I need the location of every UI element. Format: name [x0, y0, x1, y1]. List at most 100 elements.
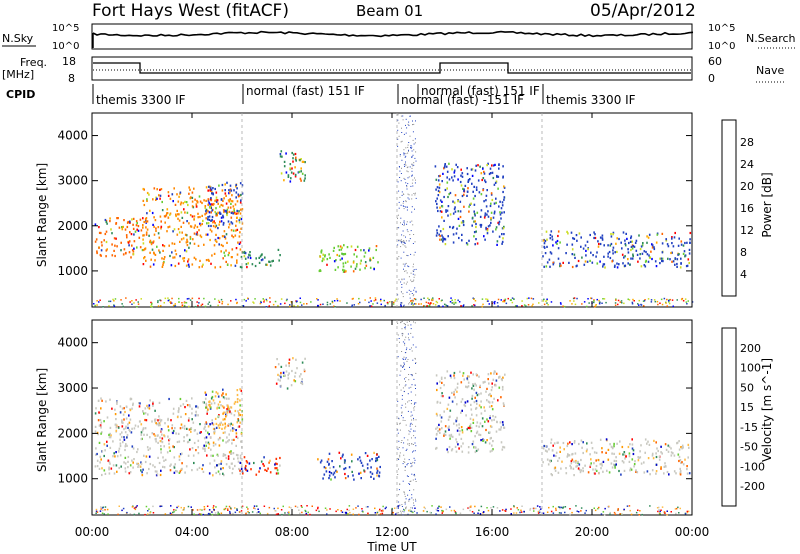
- ground-scatter-point: [189, 299, 192, 301]
- ground-scatter-point: [603, 514, 606, 516]
- scatter-point: [449, 437, 451, 440]
- scatter-point: [292, 172, 295, 175]
- scatter-point: [160, 440, 163, 443]
- ground-scatter-point: [333, 300, 336, 302]
- band-point: [404, 458, 406, 460]
- scatter-point: [225, 414, 228, 417]
- scatter-point: [333, 260, 336, 263]
- scatter-point: [191, 215, 194, 218]
- band-point: [415, 402, 417, 404]
- scatter-point: [584, 464, 586, 467]
- scatter-point: [157, 232, 160, 235]
- scatter-point: [237, 414, 240, 417]
- scatter-point: [475, 238, 477, 241]
- scatter-point: [661, 257, 664, 260]
- scatter-point: [304, 357, 306, 360]
- scatter-point: [320, 250, 322, 253]
- band-point: [406, 127, 408, 129]
- scatter-point: [573, 237, 576, 240]
- scatter-point: [562, 261, 564, 264]
- ground-scatter-point: [211, 511, 213, 513]
- scatter-point: [221, 235, 224, 238]
- scatter-point: [231, 234, 233, 237]
- scatter-point: [213, 220, 215, 223]
- band-point: [397, 119, 399, 121]
- ground-scatter-point: [564, 506, 567, 508]
- scatter-point: [486, 232, 489, 235]
- ground-scatter-point: [258, 511, 260, 513]
- scatter-point: [622, 453, 624, 456]
- ground-scatter-point: [256, 512, 258, 514]
- ground-scatter-point: [638, 304, 640, 306]
- band-point: [411, 163, 413, 165]
- scatter-point: [282, 371, 285, 374]
- scatter-point: [194, 224, 196, 227]
- scatter-point: [499, 421, 502, 424]
- scatter-point: [169, 449, 171, 452]
- scatter-point: [294, 380, 297, 383]
- scatter-point: [320, 459, 323, 462]
- scatter-point: [486, 164, 488, 167]
- scatter-point: [100, 421, 103, 424]
- ground-scatter-point: [174, 510, 176, 512]
- scatter-point: [148, 467, 150, 471]
- ground-scatter-point: [183, 302, 186, 304]
- band-point: [411, 463, 413, 465]
- band-point: [401, 127, 402, 129]
- scatter-point: [490, 193, 493, 196]
- scatter-point: [158, 401, 161, 404]
- ground-scatter-point: [190, 506, 192, 508]
- scatter-point: [474, 382, 476, 385]
- scatter-point: [681, 461, 683, 464]
- scatter-point: [221, 405, 224, 408]
- scatter-point: [214, 199, 216, 202]
- scatter-point: [461, 398, 464, 401]
- power-colorbar-label: Power [dB]: [760, 172, 774, 237]
- ground-scatter-point: [463, 304, 465, 306]
- scatter-point: [136, 450, 138, 454]
- scatter-point: [239, 217, 241, 220]
- band-point: [412, 131, 414, 133]
- scatter-point: [461, 172, 464, 175]
- ground-scatter-point: [671, 299, 674, 301]
- scatter-point: [500, 426, 502, 429]
- scatter-point: [492, 440, 494, 443]
- ground-scatter-point: [194, 305, 197, 308]
- scatter-point: [454, 194, 457, 197]
- scatter-point: [618, 469, 620, 473]
- scatter-point: [100, 426, 102, 429]
- scatter-point: [461, 175, 464, 178]
- cpid-label: CPID: [6, 88, 35, 101]
- scatter-point: [191, 263, 194, 266]
- scatter-point: [471, 387, 473, 390]
- ground-scatter-point: [555, 507, 557, 510]
- scatter-point: [245, 464, 247, 468]
- ground-scatter-point: [677, 506, 679, 509]
- ground-scatter-point: [280, 298, 283, 300]
- scatter-point: [160, 188, 163, 191]
- ground-scatter-point: [125, 297, 127, 299]
- ground-scatter-point: [316, 298, 318, 300]
- scatter-point: [218, 406, 221, 409]
- scatter-point: [222, 412, 224, 415]
- scatter-point: [501, 448, 504, 451]
- scatter-point: [234, 234, 237, 237]
- ground-scatter-point: [394, 300, 396, 302]
- scatter-point: [597, 245, 600, 248]
- band-point: [407, 152, 409, 154]
- scatter-point: [168, 446, 171, 449]
- scatter-point: [152, 402, 154, 405]
- scatter-point: [171, 242, 174, 245]
- scatter-point: [462, 372, 465, 375]
- scatter-point: [493, 202, 496, 205]
- band-point: [405, 507, 407, 509]
- scatter-point: [196, 432, 199, 435]
- scatter-point: [648, 254, 650, 257]
- noise-sky-label: N.Sky: [2, 32, 34, 45]
- scatter-point: [239, 457, 242, 460]
- ground-scatter-point: [664, 512, 666, 514]
- ground-scatter-point: [426, 510, 428, 513]
- ground-scatter-point: [429, 303, 431, 305]
- scatter-point: [454, 445, 457, 448]
- scatter-point: [255, 257, 257, 260]
